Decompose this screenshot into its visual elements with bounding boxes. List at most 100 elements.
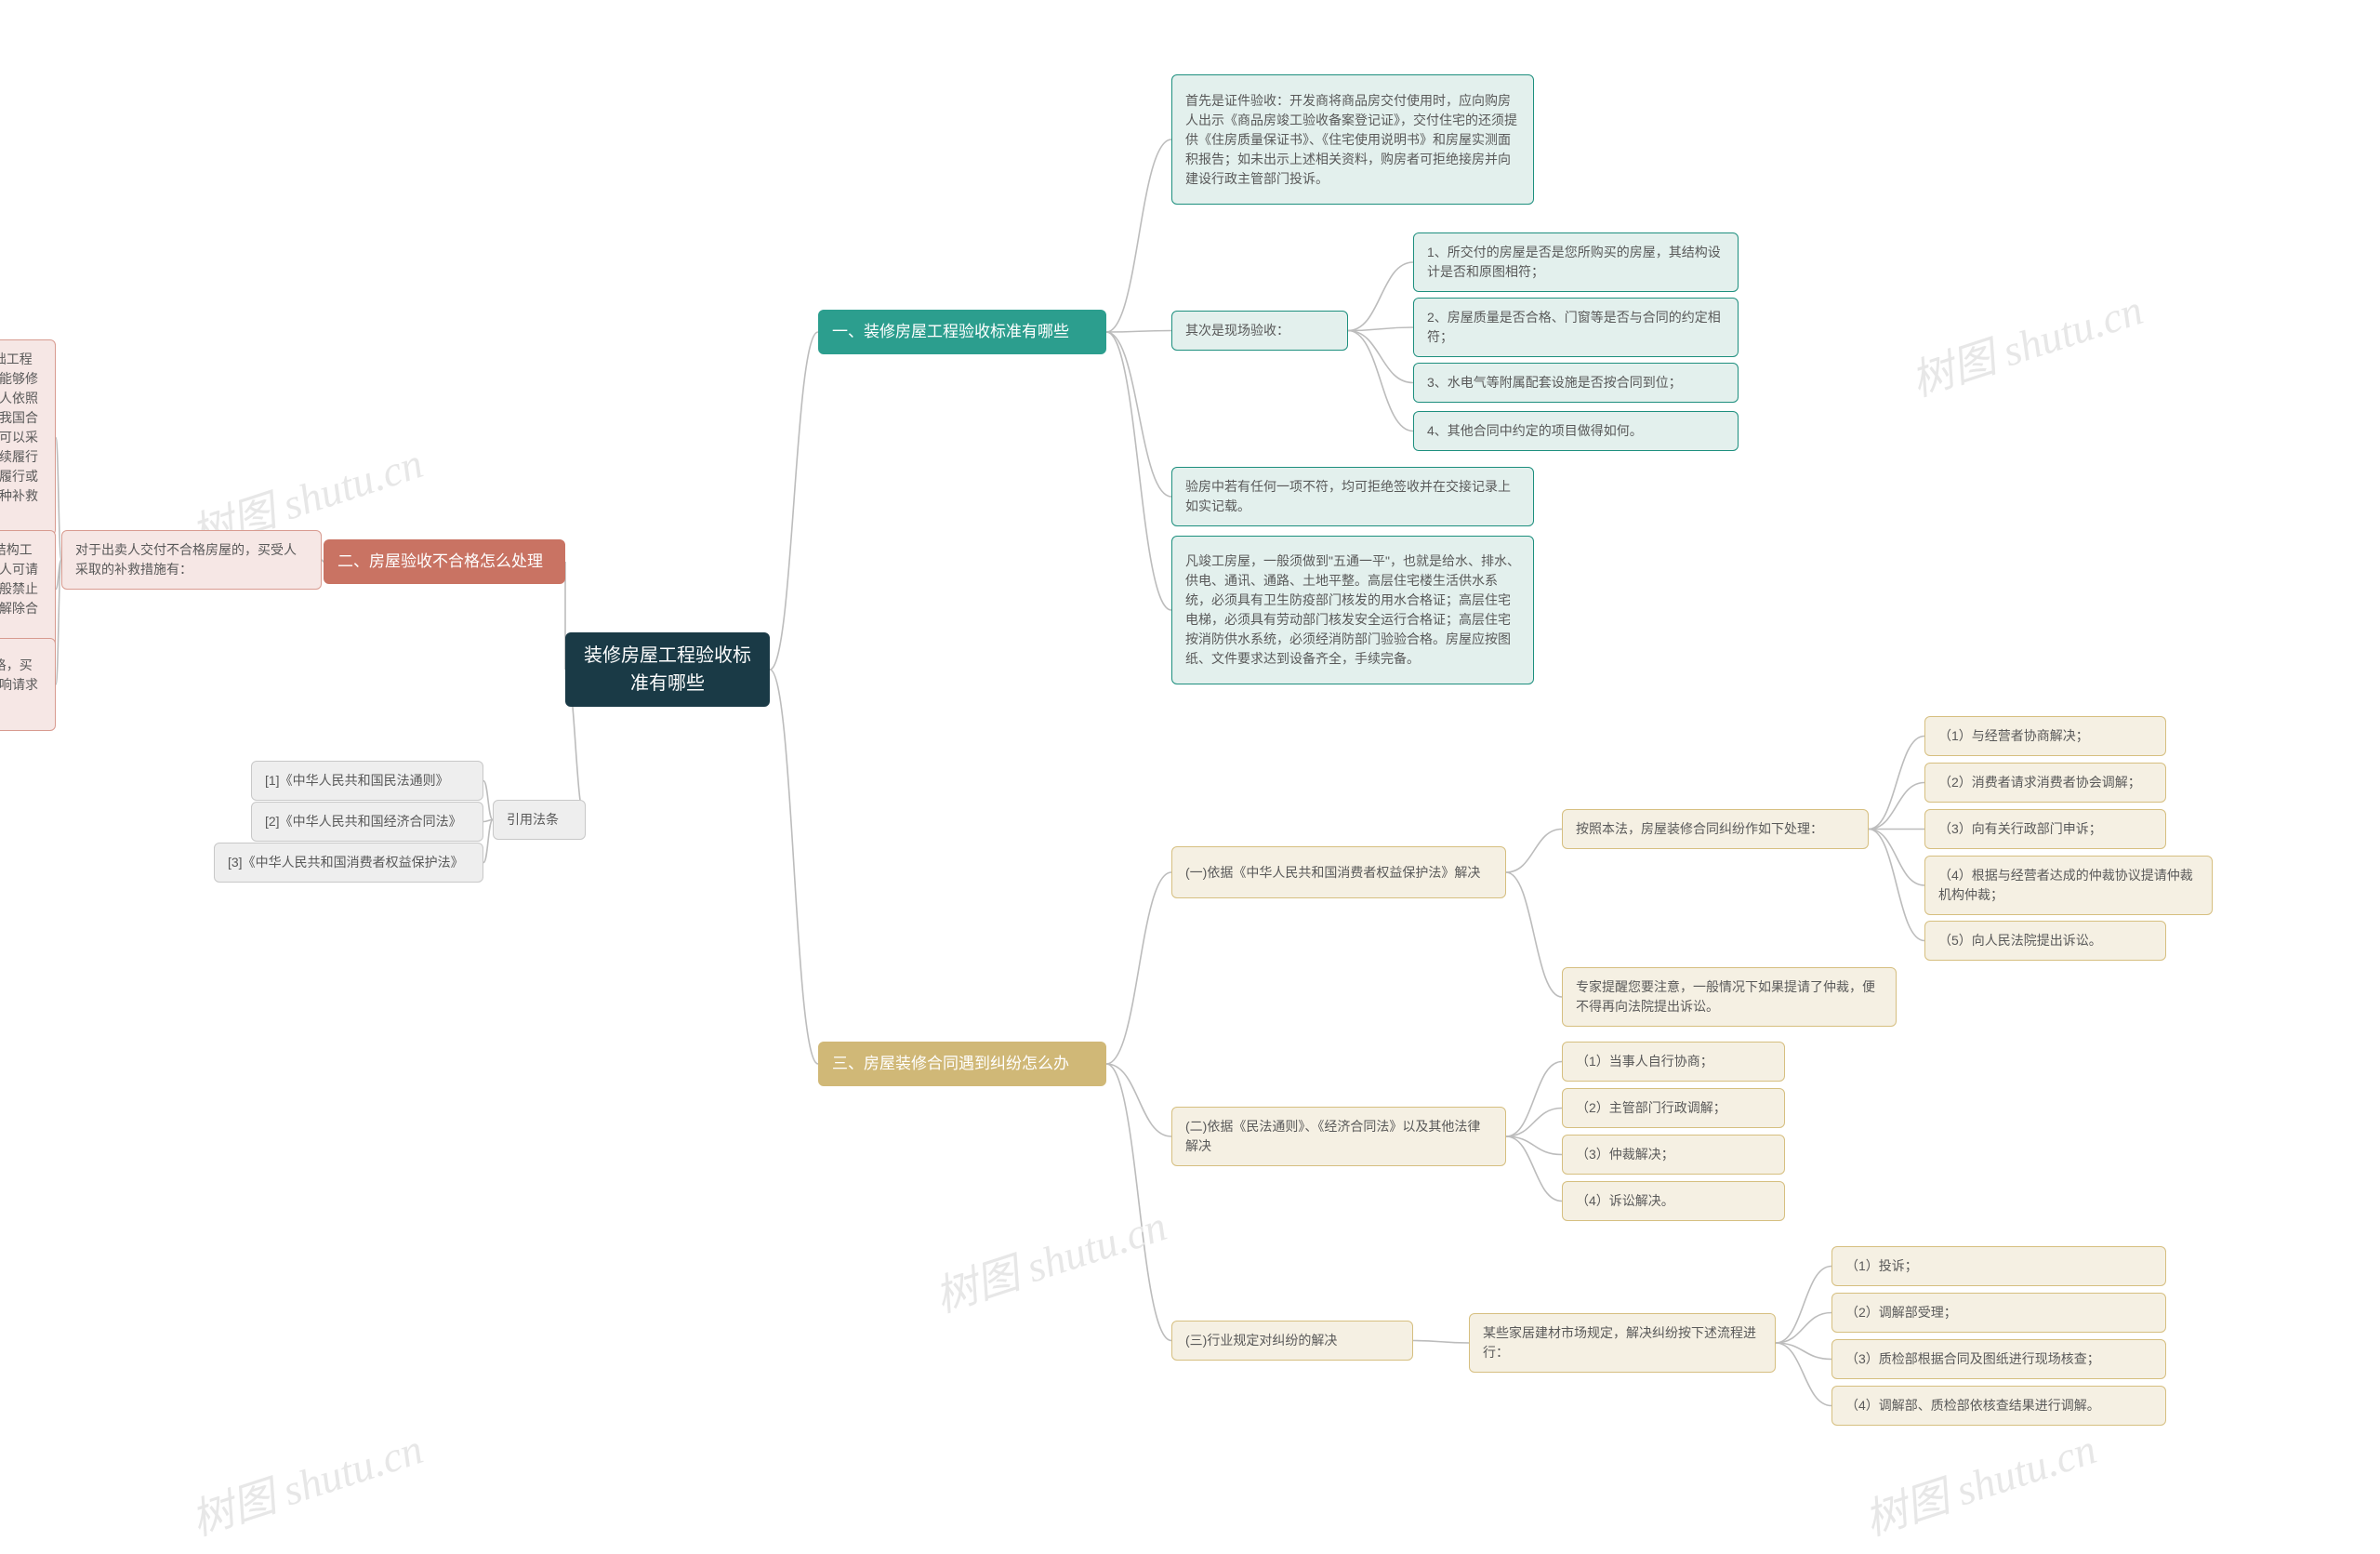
connector	[1348, 331, 1413, 383]
node-text: （4）根据与经营者达成的仲裁协议提请仲裁机构仲裁；	[1925, 857, 2212, 914]
node-text: 首先是证件验收：开发商将商品房交付使用时，应向购房人出示《商品房竣工验收备案登记…	[1172, 82, 1533, 198]
node-text: 一、装修房屋工程验收标准有哪些	[819, 311, 1105, 353]
connector	[770, 332, 818, 670]
watermark: 树图 shutu.cn	[926, 1192, 1173, 1325]
mindmap-node: （3）仲裁解决；	[1562, 1135, 1785, 1175]
mindmap-node: [3]《中华人民共和国消费者权益保护法》	[214, 843, 483, 883]
connector	[1869, 830, 1924, 886]
node-text: （1）当事人自行协商；	[1563, 1043, 1784, 1081]
connector	[1348, 327, 1413, 331]
node-text: 二、房屋验收不合格怎么处理	[324, 540, 564, 583]
mindmap-node: （4）诉讼解决。	[1562, 1181, 1785, 1221]
mindmap-node: 按照本法，房屋装修合同纠纷作如下处理：	[1562, 809, 1869, 849]
connector	[1776, 1313, 1831, 1344]
mindmap-node: 其次是现场验收：	[1171, 311, 1348, 351]
node-text: （3）向有关行政部门申诉；	[1925, 810, 2165, 848]
node-text: 1、实际履行。买受人所购置的房屋如果地基基础工程及主体结构工程质量出现问题，如果…	[0, 340, 55, 535]
connector	[1106, 332, 1171, 610]
connector	[1869, 737, 1924, 830]
node-text: （1）投诉；	[1832, 1247, 2165, 1285]
node-text: 某些家居建材市场规定，解决纠纷按下述流程进行：	[1470, 1314, 1775, 1372]
mindmap-node: 一、装修房屋工程验收标准有哪些	[818, 310, 1106, 354]
connector	[483, 820, 493, 863]
mindmap-node: 专家提醒您要注意，一般情况下如果提请了仲裁，便不得再向法院提出诉讼。	[1562, 967, 1897, 1027]
mindmap-node: 1、实际履行。买受人所购置的房屋如果地基基础工程及主体结构工程质量出现问题，如果…	[0, 339, 56, 536]
mindmap-node: 3、违约金及损害赔偿。出卖人交付的房屋不合格，买受人不论是请求实际履行还是解除合…	[0, 638, 56, 731]
node-text: 装修房屋工程验收标准有哪些	[565, 632, 770, 707]
mindmap-node: (二)依据《民法通则》、《经济合同法》以及其他法律解决	[1171, 1107, 1506, 1166]
mindmap-node: 首先是证件验收：开发商将商品房交付使用时，应向购房人出示《商品房竣工验收备案登记…	[1171, 74, 1534, 205]
connector	[1106, 1064, 1171, 1341]
mindmap-node: （4）根据与经营者达成的仲裁协议提请仲裁机构仲裁；	[1924, 856, 2213, 915]
node-text: 2、解除合同。在房屋出现地基基础工程及主体结构工程质量问题后，难以通过修复办法解…	[0, 531, 55, 647]
node-text: （3）质检部根据合同及图纸进行现场核查；	[1832, 1340, 2165, 1378]
mindmap-node: 某些家居建材市场规定，解决纠纷按下述流程进行：	[1469, 1313, 1776, 1373]
mindmap-canvas: 树图 shutu.cn树图 shutu.cn树图 shutu.cn树图 shut…	[0, 0, 2380, 1554]
connector	[770, 670, 818, 1064]
connector	[1506, 872, 1562, 997]
mindmap-node: （2）消费者请求消费者协会调解；	[1924, 763, 2166, 803]
node-text: （3）仲裁解决；	[1563, 1136, 1784, 1174]
mindmap-node: 1、所交付的房屋是否是您所购买的房屋，其结构设计是否和原图相符；	[1413, 232, 1739, 292]
watermark: 树图 shutu.cn	[1856, 1415, 2103, 1548]
node-text: （1）与经营者协商解决；	[1925, 717, 2165, 755]
mindmap-node: (三)行业规定对纠纷的解决	[1171, 1321, 1413, 1361]
mindmap-node: 4、其他合同中约定的项目做得如何。	[1413, 411, 1739, 451]
mindmap-node: （2）调解部受理；	[1831, 1293, 2166, 1333]
connector	[1869, 783, 1924, 830]
node-text: 2、房屋质量是否合格、门窗等是否与合同的约定相符；	[1414, 299, 1738, 356]
mindmap-node: （3）向有关行政部门申诉；	[1924, 809, 2166, 849]
node-text: （4）诉讼解决。	[1563, 1182, 1784, 1220]
node-text: [3]《中华人民共和国消费者权益保护法》	[215, 843, 483, 882]
node-text: (二)依据《民法通则》、《经济合同法》以及其他法律解决	[1172, 1108, 1505, 1165]
node-text: 3、违约金及损害赔偿。出卖人交付的房屋不合格，买受人不论是请求实际履行还是解除合…	[0, 646, 55, 724]
mindmap-node: 3、水电气等附属配套设施是否按合同到位；	[1413, 363, 1739, 403]
node-text: （5）向人民法院提出诉讼。	[1925, 922, 2165, 960]
connector	[1506, 1136, 1562, 1155]
node-text: 凡竣工房屋，一般须做到"五通一平"，也就是给水、排水、供电、通讯、通路、土地平整…	[1172, 542, 1533, 678]
mindmap-node: （5）向人民法院提出诉讼。	[1924, 921, 2166, 961]
mindmap-node: 对于出卖人交付不合格房屋的，买受人采取的补救措施有：	[61, 530, 322, 590]
mindmap-node: （4）调解部、质检部依核查结果进行调解。	[1831, 1386, 2166, 1426]
mindmap-node: 三、房屋装修合同遇到纠纷怎么办	[818, 1042, 1106, 1086]
node-text: 引用法条	[494, 801, 585, 839]
connector	[1348, 331, 1413, 432]
node-text: 1、所交付的房屋是否是您所购买的房屋，其结构设计是否和原图相符；	[1414, 233, 1738, 291]
node-text: [2]《中华人民共和国经济合同法》	[252, 803, 483, 841]
mindmap-node: [2]《中华人民共和国经济合同法》	[251, 802, 483, 842]
mindmap-node: （1）与经营者协商解决；	[1924, 716, 2166, 756]
connector	[483, 781, 493, 820]
node-text: （4）调解部、质检部依核查结果进行调解。	[1832, 1387, 2165, 1425]
connector	[1106, 1064, 1171, 1136]
mindmap-node: 引用法条	[493, 800, 586, 840]
connector	[1869, 830, 1924, 941]
connector	[1348, 262, 1413, 331]
connector	[1106, 872, 1171, 1064]
connector	[1776, 1343, 1831, 1406]
connector	[1106, 332, 1171, 497]
node-text: 验房中若有任何一项不符，均可拒绝签收并在交接记录上如实记载。	[1172, 468, 1533, 525]
mindmap-node: 2、房屋质量是否合格、门窗等是否与合同的约定相符；	[1413, 298, 1739, 357]
mindmap-node: (一)依据《中华人民共和国消费者权益保护法》解决	[1171, 846, 1506, 898]
connector	[1506, 1136, 1562, 1202]
node-text: [1]《中华人民共和国民法通则》	[252, 762, 483, 800]
node-text: (一)依据《中华人民共和国消费者权益保护法》解决	[1172, 854, 1505, 892]
node-text: 三、房屋装修合同遇到纠纷怎么办	[819, 1043, 1105, 1085]
mindmap-node: 二、房屋验收不合格怎么处理	[324, 539, 565, 584]
mindmap-node: （1）投诉；	[1831, 1246, 2166, 1286]
mindmap-node: 验房中若有任何一项不符，均可拒绝签收并在交接记录上如实记载。	[1171, 467, 1534, 526]
connector	[1776, 1343, 1831, 1360]
node-text: 按照本法，房屋装修合同纠纷作如下处理：	[1563, 810, 1868, 848]
node-text: (三)行业规定对纠纷的解决	[1172, 1322, 1412, 1360]
node-text: （2）消费者请求消费者协会调解；	[1925, 764, 2165, 802]
mindmap-node: 装修房屋工程验收标准有哪些	[565, 632, 770, 707]
connector	[1506, 1109, 1562, 1137]
node-text: 对于出卖人交付不合格房屋的，买受人采取的补救措施有：	[62, 531, 321, 589]
connector	[1106, 139, 1171, 332]
mindmap-node: （3）质检部根据合同及图纸进行现场核查；	[1831, 1339, 2166, 1379]
mindmap-node: 2、解除合同。在房屋出现地基基础工程及主体结构工程质量问题后，难以通过修复办法解…	[0, 530, 56, 648]
watermark: 树图 shutu.cn	[182, 1415, 430, 1548]
mindmap-node: （1）当事人自行协商；	[1562, 1042, 1785, 1082]
node-text: （2）主管部门行政调解；	[1563, 1089, 1784, 1127]
connector	[1506, 830, 1562, 873]
